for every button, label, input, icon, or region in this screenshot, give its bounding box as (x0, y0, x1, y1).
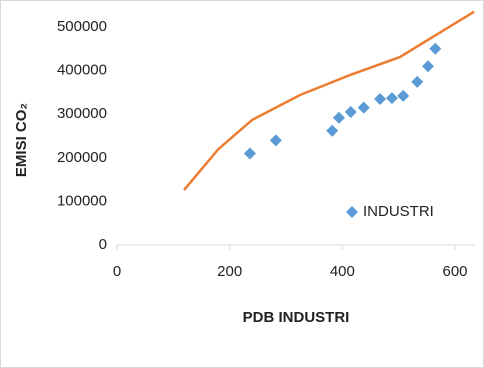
point (344, 106, 357, 119)
legend-marker (346, 206, 358, 218)
x-tick-label: 400 (330, 263, 355, 280)
point (421, 60, 434, 73)
point (429, 42, 442, 55)
point (243, 147, 256, 160)
y-tick-label: 0 (99, 236, 107, 253)
x-tick-label: 200 (217, 263, 242, 280)
y-tick-label: 400000 (57, 62, 107, 79)
point (357, 101, 370, 114)
point (332, 111, 345, 124)
x-axis-label: PDB INDUSTRI (243, 309, 350, 326)
y-axis-label: EMISI CO₂ (13, 103, 30, 177)
x-tick-label: 0 (113, 263, 121, 280)
x-tick-label: 600 (442, 263, 467, 280)
y-tick-label: 500000 (57, 18, 107, 35)
point (411, 75, 424, 88)
point (374, 92, 387, 105)
point (397, 89, 410, 102)
y-tick-label: 200000 (57, 149, 107, 166)
point (269, 134, 282, 147)
point (326, 124, 339, 137)
legend-label: INDUSTRI (363, 203, 434, 220)
trend-line (183, 10, 475, 191)
point (385, 92, 398, 105)
y-tick-label: 300000 (57, 105, 107, 122)
y-tick-label: 100000 (57, 192, 107, 209)
